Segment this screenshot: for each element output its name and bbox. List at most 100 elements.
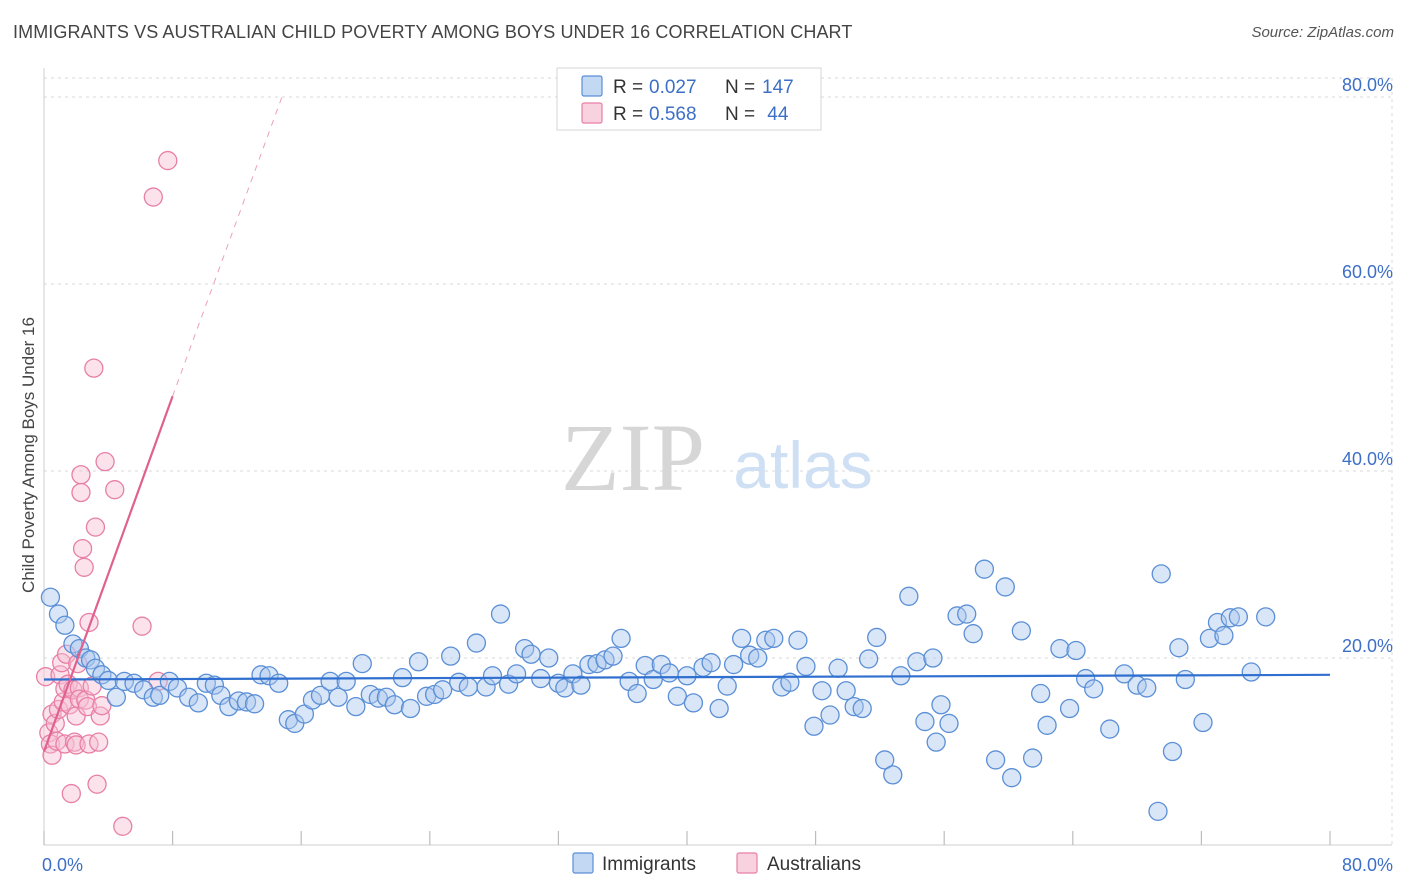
watermark-zip: ZIP xyxy=(561,404,705,511)
legend-top: R = 0.027 N = 147 R = 0.568 N = 44 xyxy=(556,67,822,131)
australians-point-43 xyxy=(158,150,178,171)
immigrants-point-140 xyxy=(1214,625,1234,646)
immigrants-point-126 xyxy=(1066,640,1086,661)
immigrants-point-86 xyxy=(732,628,752,649)
immigrants-point-42 xyxy=(376,687,397,707)
australians-point-27 xyxy=(74,557,94,577)
legend-n-value-blue: 147 xyxy=(762,77,794,98)
immigrants-point-78 xyxy=(667,686,688,706)
immigrants-point-115 xyxy=(963,624,983,644)
immigrants-point-141 xyxy=(1220,608,1240,628)
immigrants-point-24 xyxy=(228,691,249,711)
australians-point-31 xyxy=(79,612,99,633)
australians-point-0 xyxy=(35,667,56,687)
immigrants-point-129 xyxy=(1100,719,1120,739)
immigrants-point-104 xyxy=(875,750,895,770)
immigrants-point-95 xyxy=(804,716,824,736)
immigrants-point-22 xyxy=(211,685,231,706)
immigrants-point-97 xyxy=(820,705,840,725)
immigrants-point-62 xyxy=(539,648,559,668)
immigrants-point-90 xyxy=(764,628,784,649)
immigrants-point-109 xyxy=(915,711,935,732)
y-tick-label-3: 80.0% xyxy=(1342,75,1393,95)
immigrants-point-85 xyxy=(723,654,744,675)
immigrants-point-120 xyxy=(1011,621,1032,641)
chart-title: IMMIGRANTS VS AUSTRALIAN CHILD POVERTY A… xyxy=(13,22,853,42)
grid-layer xyxy=(44,77,1393,845)
immigrants-point-136 xyxy=(1175,669,1195,690)
immigrants-point-110 xyxy=(923,648,943,668)
immigrants-point-94 xyxy=(796,656,816,677)
immigrants-point-146 xyxy=(926,732,946,752)
immigrants-point-102 xyxy=(858,649,879,669)
immigrants-point-73 xyxy=(627,683,647,704)
australians-point-30 xyxy=(79,734,99,754)
immigrants-point-101 xyxy=(852,698,872,719)
immigrants-point-143 xyxy=(1241,662,1261,682)
immigrants-point-100 xyxy=(844,696,864,717)
immigrants-point-88 xyxy=(748,648,768,668)
legend-r-value-pink: 0.568 xyxy=(649,104,697,125)
immigrants-point-57 xyxy=(498,674,519,694)
australians-point-40 xyxy=(105,480,125,500)
axis-layer: 20.0% 40.0% 60.0% 80.0% 0.0% 80.0% xyxy=(42,68,1393,875)
immigrants-point-35 xyxy=(320,671,340,692)
immigrants-point-124 xyxy=(1050,639,1070,659)
immigrants-point-113 xyxy=(947,606,967,626)
immigrants-point-52 xyxy=(458,677,479,697)
australians-point-25 xyxy=(71,482,91,503)
immigrants-point-127 xyxy=(1076,668,1096,689)
immigrants-point-82 xyxy=(701,653,721,673)
australians-point-38 xyxy=(92,696,112,716)
immigrants-point-11 xyxy=(114,671,135,692)
immigrants-point-122 xyxy=(1031,683,1051,704)
immigrants-point-29 xyxy=(269,673,289,693)
immigrants-point-128 xyxy=(1084,679,1104,699)
immigrants-point-79 xyxy=(677,666,697,686)
australians-trend-line xyxy=(42,395,174,752)
immigrants-point-137 xyxy=(1193,712,1213,733)
immigrants-point-118 xyxy=(995,577,1015,597)
australians-point-35 xyxy=(87,774,107,794)
immigrants-point-23 xyxy=(219,696,239,717)
immigrants-point-77 xyxy=(659,663,679,683)
y-tick-label-0: 20.0% xyxy=(1342,636,1393,656)
immigrants-point-134 xyxy=(1162,741,1183,762)
immigrants-point-10 xyxy=(106,687,126,707)
immigrants-point-36 xyxy=(328,687,348,707)
immigrants-point-70 xyxy=(603,646,623,666)
legend-bottom: Immigrants Australians xyxy=(572,852,861,875)
immigrants-point-145 xyxy=(1151,564,1171,584)
legend-bottom-label-australians: Australians xyxy=(767,854,861,875)
legend-n-label-blue: N = xyxy=(725,77,760,98)
y-axis-label: Child Poverty Among Boys Under 16 xyxy=(19,317,38,593)
immigrants-point-39 xyxy=(352,653,372,674)
legend-bottom-swatch-australians xyxy=(736,852,758,874)
australians-point-33 xyxy=(84,358,104,378)
immigrants-point-1 xyxy=(48,604,69,624)
immigrants-point-66 xyxy=(571,675,591,695)
immigrants-point-58 xyxy=(506,664,527,684)
immigrants-point-9 xyxy=(98,670,118,691)
immigrants-point-56 xyxy=(490,604,511,624)
immigrants-point-144 xyxy=(1256,607,1276,627)
legend-r-value-blue: 0.027 xyxy=(649,77,697,98)
immigrants-point-135 xyxy=(1169,638,1189,658)
immigrants-point-89 xyxy=(756,630,776,650)
immigrants-point-46 xyxy=(408,652,429,672)
immigrants-point-121 xyxy=(1022,748,1043,768)
immigrants-point-123 xyxy=(1037,715,1057,735)
immigrants-point-18 xyxy=(179,687,199,707)
australians-point-24 xyxy=(71,465,91,485)
immigrants-point-84 xyxy=(717,676,737,696)
immigrants-point-99 xyxy=(836,681,856,701)
immigrants-point-21 xyxy=(204,675,225,695)
immigrants-point-138 xyxy=(1199,628,1220,649)
immigrants-point-105 xyxy=(883,765,903,785)
immigrants-point-117 xyxy=(985,750,1006,770)
immigrants-point-114 xyxy=(957,604,977,624)
legend-n-label-pink: N = xyxy=(725,104,760,125)
immigrants-point-96 xyxy=(812,681,832,701)
watermark-atlas: atlas xyxy=(733,428,872,502)
